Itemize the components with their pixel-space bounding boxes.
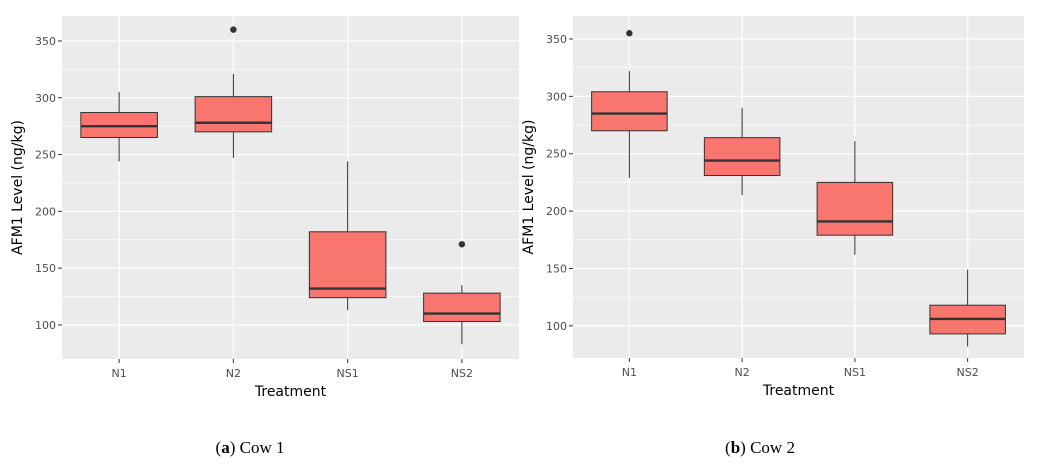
box-iqr bbox=[703, 137, 781, 177]
y-tick-label: 350 bbox=[546, 33, 567, 46]
x-axis-title: Treatment bbox=[762, 383, 835, 399]
y-tick-label: 150 bbox=[35, 262, 56, 275]
x-tick-label: NS1 bbox=[337, 367, 359, 380]
box-iqr bbox=[591, 91, 668, 132]
outlier-point bbox=[230, 26, 237, 33]
caption-close-paren: ) bbox=[230, 438, 240, 457]
caption-open-paren: ( bbox=[725, 438, 731, 457]
x-tick-label: N1 bbox=[112, 367, 127, 380]
x-tick-label: N1 bbox=[622, 366, 637, 379]
box-NS1 bbox=[308, 161, 387, 311]
x-tick-label: NS2 bbox=[451, 367, 473, 380]
box-N2 bbox=[703, 107, 781, 196]
caption-text: Cow 1 bbox=[240, 438, 285, 457]
box-N1 bbox=[591, 30, 668, 178]
figure-caption: (a) Cow 1 bbox=[216, 438, 285, 457]
caption-label: a bbox=[221, 438, 230, 457]
y-tick-label: 300 bbox=[546, 90, 567, 103]
y-axis-title: AFM1 Level (ng/kg) bbox=[521, 120, 537, 255]
chart-panel-2: 100 150 200 250 300 350 N1 N2 NS1 NS2 Treatment AFM… bbox=[521, 16, 1024, 457]
box-iqr bbox=[816, 181, 894, 236]
caption-text: Cow 2 bbox=[750, 438, 795, 457]
outlier-point bbox=[458, 241, 466, 248]
box-iqr bbox=[308, 231, 387, 299]
y-tick-label: 100 bbox=[35, 319, 56, 332]
box-NS2 bbox=[929, 269, 1006, 347]
chart-panel-1: 100 150 200 250 300 350 N1 N2 NS1 NS2 Treatment AFM… bbox=[10, 16, 519, 457]
caption-close-paren: ) bbox=[740, 438, 750, 457]
y-axis-title: AFM1 Level (ng/kg) bbox=[10, 120, 26, 255]
box-N2 bbox=[194, 26, 273, 158]
caption-label: b bbox=[731, 438, 740, 457]
caption-open-paren: ( bbox=[216, 438, 222, 457]
figure-caption: (b) Cow 2 bbox=[725, 438, 795, 457]
x-tick-label: NS2 bbox=[957, 366, 979, 379]
x-tick-label: NS1 bbox=[844, 366, 866, 379]
box-iqr bbox=[423, 292, 501, 323]
box-NS1 bbox=[816, 141, 894, 255]
box-N1 bbox=[80, 92, 158, 162]
x-axis-title: Treatment bbox=[254, 384, 327, 400]
y-tick-label: 350 bbox=[35, 35, 56, 48]
box-NS2 bbox=[423, 241, 501, 345]
y-tick-label: 200 bbox=[35, 205, 56, 218]
plot-background bbox=[573, 16, 1024, 358]
y-tick-label: 300 bbox=[35, 92, 56, 105]
y-tick-label: 200 bbox=[546, 205, 567, 218]
y-tick-label: 100 bbox=[546, 320, 567, 333]
y-tick-label: 250 bbox=[546, 148, 567, 161]
y-tick-label: 250 bbox=[35, 149, 56, 162]
y-tick-label: 150 bbox=[546, 262, 567, 275]
outlier-point bbox=[626, 30, 633, 37]
box-iqr bbox=[194, 96, 273, 133]
x-tick-label: N2 bbox=[735, 366, 750, 379]
x-tick-label: N2 bbox=[226, 367, 241, 380]
